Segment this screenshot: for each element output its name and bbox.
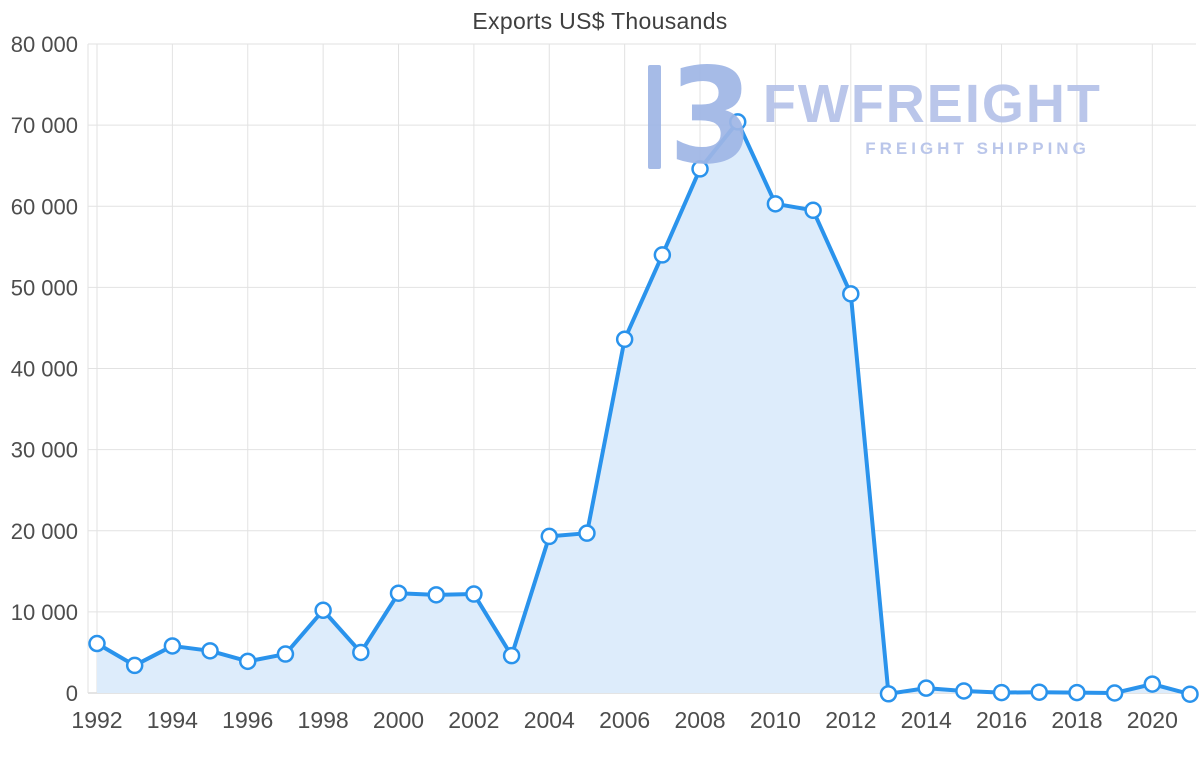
svg-text:2010: 2010 [750, 707, 801, 733]
svg-text:30 000: 30 000 [11, 438, 78, 463]
svg-text:2014: 2014 [901, 707, 952, 733]
svg-text:40 000: 40 000 [11, 357, 78, 382]
svg-text:20 000: 20 000 [11, 519, 78, 544]
y-axis-tick-labels: 0 10 000 20 000 30 000 40 000 50 000 60 000 70 … [11, 32, 78, 706]
svg-text:2008: 2008 [674, 707, 725, 733]
svg-text:80 000: 80 000 [11, 32, 78, 57]
svg-text:1996: 1996 [222, 707, 273, 733]
svg-text:10 000: 10 000 [11, 600, 78, 625]
svg-text:2006: 2006 [599, 707, 650, 733]
svg-text:2004: 2004 [524, 707, 575, 733]
svg-text:50 000: 50 000 [11, 275, 78, 300]
svg-text:60 000: 60 000 [11, 194, 78, 219]
svg-text:1994: 1994 [147, 707, 198, 733]
svg-text:2002: 2002 [448, 707, 499, 733]
svg-text:70 000: 70 000 [11, 113, 78, 138]
svg-text:2018: 2018 [1051, 707, 1102, 733]
area-series [97, 121, 1190, 695]
x-axis-tick-labels: 1992 1994 1996 1998 2000 2002 2004 2006 2008 2010… [71, 707, 1177, 733]
svg-text:2016: 2016 [976, 707, 1027, 733]
svg-text:1998: 1998 [298, 707, 349, 733]
data-point-markers [88, 113, 1199, 703]
svg-text:2020: 2020 [1127, 707, 1178, 733]
svg-text:0: 0 [66, 681, 78, 706]
svg-text:2000: 2000 [373, 707, 424, 733]
svg-text:2012: 2012 [825, 707, 876, 733]
svg-text:1992: 1992 [71, 707, 122, 733]
chart-title: Exports US$ Thousands [472, 8, 728, 34]
